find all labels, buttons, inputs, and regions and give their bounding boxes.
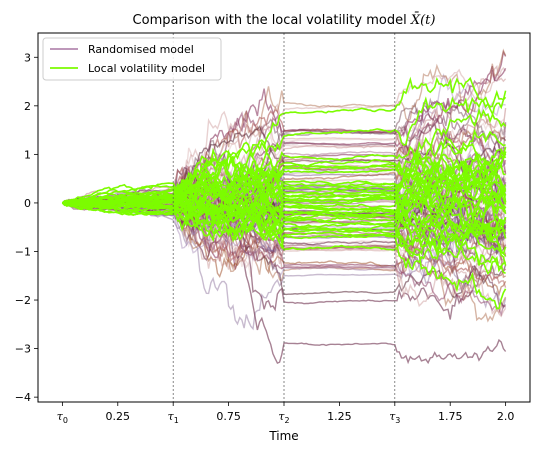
chart-title: Comparison with the local volatility mod… [133, 12, 436, 28]
legend: Randomised model Local volatility model [43, 38, 221, 80]
y-tick-label: −2 [15, 294, 31, 307]
y-tick-label: 2 [24, 100, 31, 113]
x-tick-label: τ0 [57, 410, 68, 425]
y-axis: 3 2 1 0 −1 −2 −3 −4 [15, 51, 38, 404]
x-axis-label: Time [268, 429, 298, 443]
y-tick-label: −4 [15, 391, 31, 404]
x-axis: τ0 0.25 τ1 0.75 τ2 1.25 τ3 1.75 2.0 [57, 402, 515, 425]
y-tick-label: −3 [15, 343, 31, 356]
x-tick-label: 0.25 [106, 410, 131, 423]
y-tick-label: 1 [24, 148, 31, 161]
legend-label-randomised: Randomised model [88, 43, 194, 56]
y-tick-label: −1 [15, 245, 31, 258]
legend-label-local: Local volatility model [88, 62, 205, 75]
x-tick-label: 1.25 [327, 410, 352, 423]
x-tick-label: 0.75 [216, 410, 241, 423]
x-tick-label: 2.0 [497, 410, 515, 423]
title-symbol: X̄(t) [410, 12, 436, 28]
x-tick-label: 1.75 [438, 410, 463, 423]
x-tick-label: τ3 [389, 410, 400, 425]
y-tick-label: 3 [24, 51, 31, 64]
x-tick-label: τ2 [278, 410, 289, 425]
y-tick-label: 0 [24, 197, 31, 210]
x-tick-label: τ1 [168, 410, 179, 425]
